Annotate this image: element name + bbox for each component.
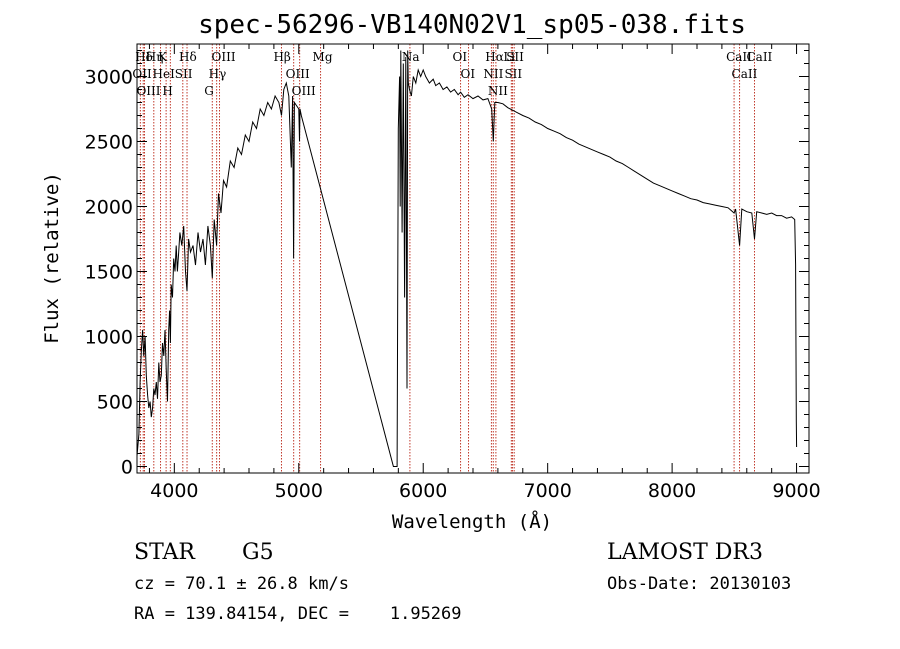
line-marker-label: Mg	[313, 50, 333, 64]
x-axis-label: Wavelength (Å)	[392, 510, 552, 533]
x-tick-label: 8000	[648, 480, 696, 502]
line-marker-label: Li	[503, 50, 515, 64]
line-marker-label: Hα	[485, 50, 504, 64]
line-marker-label: Hη	[146, 50, 164, 64]
line-marker-label: K	[158, 50, 168, 64]
line-marker-label: OI	[461, 67, 476, 81]
y-tick-label: 3000	[85, 67, 133, 89]
y-tick-label: 2000	[85, 197, 133, 219]
y-tick-label: 0	[121, 457, 133, 479]
y-tick-label: 500	[97, 392, 133, 414]
y-tick-label: 1000	[85, 327, 133, 349]
line-marker-label: SII	[506, 50, 524, 64]
y-tick-label: 1500	[85, 262, 133, 284]
line-marker-label: Hδ	[179, 50, 197, 64]
line-marker-label: OII	[132, 67, 152, 81]
line-marker-label: CaII	[732, 67, 758, 81]
x-axis-ticks: 4000 5000 6000 7000 8000 9000	[148, 44, 821, 502]
line-marker-label: Hβ	[273, 50, 290, 64]
line-marker-label: SII	[504, 67, 522, 81]
y-axis-label: Flux (relative)	[41, 172, 63, 344]
x-tick-label: 6000	[399, 480, 447, 502]
line-marker-label: OIII	[136, 84, 160, 98]
line-marker-label: OIII	[292, 84, 316, 98]
line-marker-label: H	[162, 84, 172, 98]
object-subclass: G5	[242, 540, 274, 565]
line-marker-label: G	[204, 84, 214, 98]
line-marker-label: OI	[453, 50, 468, 64]
ra-dec: RA = 139.84154, DEC = 1.95269	[134, 604, 462, 624]
chart-title: spec-56296-VB140N02V1_sp05-038.fits	[198, 10, 746, 40]
line-marker-label: SII	[175, 67, 193, 81]
line-marker-label: CaII	[746, 50, 772, 64]
line-marker-label: OIII	[286, 67, 310, 81]
x-tick-label: 9000	[772, 480, 820, 502]
survey-name: LAMOST DR3	[607, 540, 763, 565]
plot-frame	[136, 43, 810, 474]
y-axis-ticks: 0 500 1000 1500 2000 2500 3000	[85, 50, 809, 479]
spectrum-line	[136, 50, 798, 467]
y-tick-label: 2500	[85, 132, 133, 154]
x-tick-label: 5000	[275, 480, 323, 502]
line-marker-label: OIII	[212, 50, 236, 64]
line-marker-label: NII	[488, 84, 508, 98]
line-marker-label: Hγ	[209, 67, 227, 81]
object-class: STAR	[134, 540, 196, 565]
line-marker-label: Hδ	[135, 50, 153, 64]
spectral-line-markers	[139, 44, 755, 473]
line-marker-label: Na	[402, 50, 420, 64]
x-tick-label: 7000	[523, 480, 571, 502]
x-tick-label: 4000	[150, 480, 198, 502]
line-marker-label: NII	[483, 67, 503, 81]
obs-date: Obs-Date: 20130103	[607, 574, 791, 594]
redshift-cz: cz = 70.1 ± 26.8 km/s	[134, 574, 349, 594]
line-marker-label: CaII	[726, 50, 752, 64]
line-marker-label: HeI	[153, 67, 176, 81]
